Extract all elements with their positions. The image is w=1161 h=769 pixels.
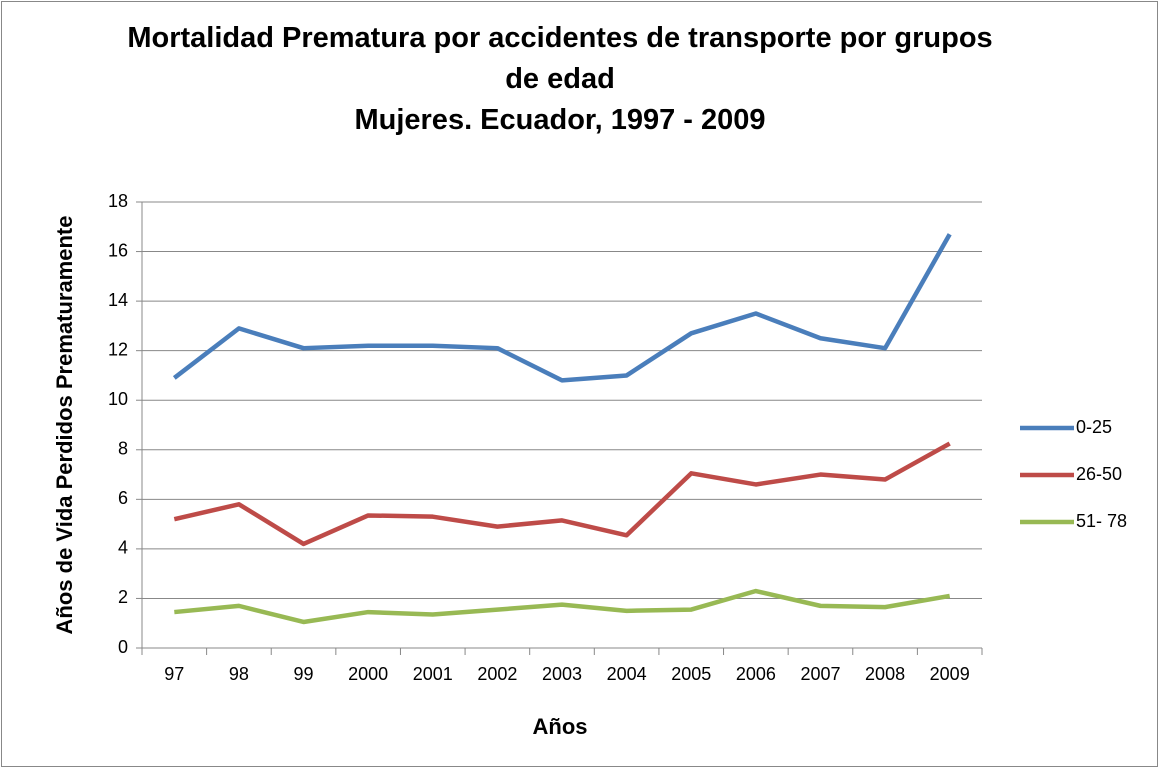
series-line (172, 233, 952, 383)
x-tick-label: 2005 (671, 664, 711, 684)
x-tick-label: 2009 (930, 664, 970, 684)
legend-label: 51- 78 (1076, 511, 1127, 531)
x-tick-label: 2007 (800, 664, 840, 684)
y-tick-label: 6 (118, 488, 128, 508)
y-tick-label: 8 (118, 439, 128, 459)
x-tick-label: 2006 (736, 664, 776, 684)
x-tick-label: 2002 (477, 664, 517, 684)
y-tick-label: 4 (118, 538, 128, 558)
y-tick-label: 12 (108, 339, 128, 359)
y-axis-title: Años de Vida Perdidos Prematuramente (52, 216, 77, 635)
x-axis-title: Años (533, 714, 588, 739)
legend-label: 0-25 (1076, 417, 1112, 437)
y-tick-label: 16 (108, 240, 128, 260)
series-line (174, 588, 951, 625)
y-tick-label: 2 (118, 587, 128, 607)
title-block: Mortalidad Prematura por accidentes de t… (120, 18, 1000, 141)
y-tick-label: 0 (118, 637, 128, 657)
x-tick-label: 2004 (607, 664, 647, 684)
legend-label: 26-50 (1076, 464, 1122, 484)
chart-title: Mortalidad Prematura por accidentes de t… (127, 22, 993, 95)
x-tick-label: 2001 (413, 664, 453, 684)
x-tick-label: 2003 (542, 664, 582, 684)
x-tick-label: 99 (294, 664, 314, 684)
y-tick-label: 14 (108, 290, 128, 310)
x-tick-label: 2000 (348, 664, 388, 684)
y-tick-label: 10 (108, 389, 128, 409)
y-tick-label: 18 (108, 191, 128, 211)
x-tick-label: 2008 (865, 664, 905, 684)
chart-subtitle: Mujeres. Ecuador, 1997 - 2009 (354, 104, 766, 136)
x-tick-label: 98 (229, 664, 249, 684)
series-line (173, 441, 951, 547)
x-tick-label: 97 (164, 664, 184, 684)
